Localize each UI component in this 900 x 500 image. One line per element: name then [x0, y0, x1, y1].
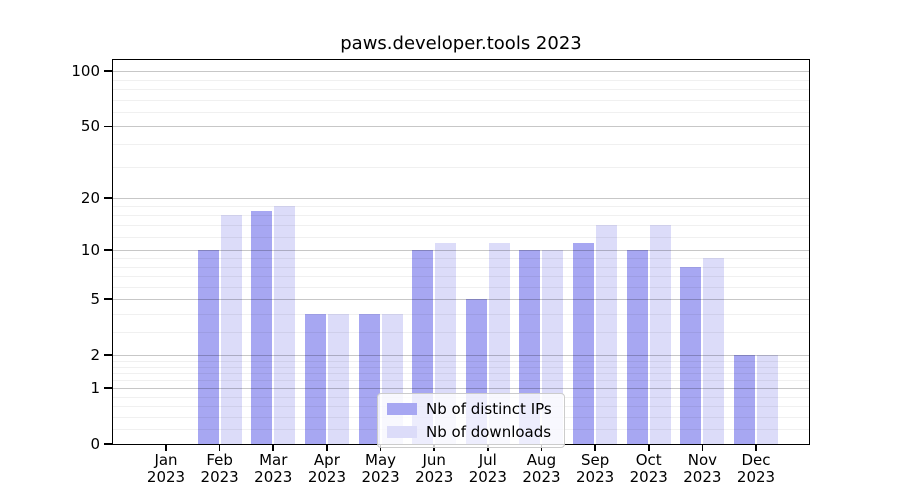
- y-tick-mark: [104, 443, 112, 445]
- x-tick-label: Jan 2023: [146, 451, 186, 486]
- x-tick-label: Jun 2023: [415, 451, 454, 486]
- bar-downloads: [274, 206, 296, 444]
- y-tick-mark: [104, 70, 112, 72]
- legend-label-downloads: Nb of downloads: [426, 423, 552, 441]
- x-tick-label: May 2023: [361, 451, 400, 486]
- x-tick-label: Mar 2023: [254, 451, 293, 486]
- legend-swatch-distinct-ips: [387, 403, 417, 415]
- x-tick-label: Feb 2023: [200, 451, 239, 486]
- bar-downloads: [220, 215, 242, 444]
- x-tick-mark: [165, 444, 167, 451]
- x-tick-label: Nov 2023: [683, 451, 722, 486]
- y-tick-label: 5: [90, 290, 100, 309]
- bar-downloads: [327, 313, 349, 444]
- bar-distinct-ips: [680, 266, 702, 444]
- x-tick-mark: [647, 444, 650, 451]
- x-tick-mark: [594, 444, 596, 451]
- y-tick-mark: [104, 387, 112, 389]
- x-tick-mark: [272, 444, 275, 451]
- y-tick-label: 0: [90, 435, 100, 453]
- y-tick-label: 20: [80, 189, 100, 208]
- bar-distinct-ips: [304, 313, 326, 444]
- y-tick-label: 100: [71, 62, 100, 81]
- x-tick-mark: [701, 444, 704, 451]
- legend-label-distinct-ips: Nb of distinct IPs: [426, 400, 552, 418]
- legend-swatch-downloads: [387, 426, 417, 438]
- bar-distinct-ips: [734, 355, 755, 444]
- y-tick-mark: [104, 298, 112, 301]
- bar-downloads: [649, 225, 671, 444]
- chart-title: paws.developer.tools 2023: [340, 33, 582, 54]
- y-tick-mark: [104, 249, 112, 252]
- bar-downloads: [757, 355, 778, 444]
- y-tick-mark: [104, 197, 112, 199]
- legend-item-downloads: Nb of downloads: [387, 423, 552, 441]
- bar-distinct-ips: [626, 250, 648, 444]
- x-tick-label: Apr 2023: [307, 451, 346, 486]
- y-tick-mark: [104, 354, 112, 357]
- x-tick-mark: [218, 444, 221, 451]
- bars-layer: [113, 60, 809, 444]
- y-tick-label: 2: [90, 346, 100, 365]
- y-tick-mark: [104, 125, 112, 128]
- legend: Nb of distinct IPs Nb of downloads: [377, 393, 565, 448]
- x-tick-label: Oct 2023: [629, 451, 668, 486]
- x-tick-label: Sep 2023: [575, 451, 615, 486]
- x-tick-mark: [326, 444, 328, 451]
- y-tick-label: 1: [90, 379, 100, 397]
- x-tick-label: Jul 2023: [468, 451, 507, 486]
- bar-distinct-ips: [358, 313, 380, 444]
- bar-distinct-ips: [197, 250, 219, 444]
- x-tick-label: Dec 2023: [736, 451, 776, 486]
- x-tick-mark: [755, 444, 757, 451]
- bar-distinct-ips: [573, 243, 595, 444]
- y-tick-label: 10: [80, 241, 100, 260]
- bar-downloads: [703, 257, 725, 444]
- y-tick-label: 50: [80, 117, 100, 136]
- bar-distinct-ips: [251, 210, 273, 444]
- x-tick-label: Aug 2023: [522, 451, 561, 486]
- plot-area: [112, 59, 810, 445]
- legend-item-distinct-ips: Nb of distinct IPs: [387, 400, 552, 418]
- bar-downloads: [596, 225, 618, 444]
